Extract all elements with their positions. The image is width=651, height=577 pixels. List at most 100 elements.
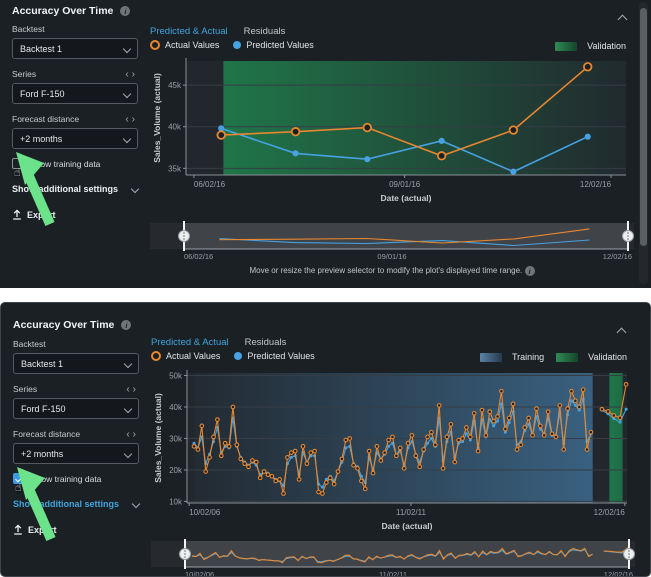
preview-tick: 11/02/11 bbox=[378, 570, 408, 577]
legend-training: Training bbox=[479, 352, 544, 362]
panel-header: Accuracy Over Time i bbox=[13, 319, 132, 331]
preview-tick: 12/02/16 bbox=[602, 252, 632, 261]
page-title: Accuracy Over Time bbox=[12, 5, 114, 17]
forecast-prev-next-buttons[interactable]: ‹› bbox=[125, 113, 138, 125]
accuracy-over-time-panel-top: Accuracy Over Time i Backtest Backtest 1… bbox=[0, 0, 651, 288]
forecast-prev-next-buttons[interactable]: ‹› bbox=[126, 428, 139, 440]
validation-swatch-icon bbox=[555, 41, 578, 51]
show-additional-settings[interactable]: Show additional settings bbox=[12, 184, 140, 194]
vertical-scrollbar bbox=[639, 2, 648, 284]
backtest-label: Backtest bbox=[13, 339, 46, 349]
panel-header: Accuracy Over Time i bbox=[12, 5, 131, 17]
time-range-preview-selector[interactable] bbox=[150, 221, 634, 251]
chevron-down-icon bbox=[122, 89, 132, 98]
chart-tabs: Predicted & Actual Residuals bbox=[150, 26, 285, 37]
show-additional-settings[interactable]: Show additional settings bbox=[13, 499, 141, 509]
tab-residuals[interactable]: Residuals bbox=[243, 26, 286, 37]
show-training-data-label: Show training data bbox=[31, 473, 102, 484]
svg-text:Date (actual): Date (actual) bbox=[380, 193, 431, 203]
show-training-data-checkbox[interactable] bbox=[12, 158, 23, 169]
export-button[interactable]: Export bbox=[12, 209, 138, 220]
series-label: Series ‹› bbox=[12, 68, 138, 80]
svg-text:10k: 10k bbox=[169, 497, 183, 506]
svg-text:11/02/11: 11/02/11 bbox=[396, 508, 427, 517]
forecast-distance-select[interactable]: +2 months bbox=[13, 443, 139, 464]
svg-text:40k: 40k bbox=[168, 123, 182, 132]
svg-text:20k: 20k bbox=[169, 466, 183, 475]
sidebar: Backtest Backtest 1 Series ‹› Ford F-150 … bbox=[13, 339, 141, 535]
actual-values-marker-icon bbox=[150, 40, 160, 50]
show-training-data-checkbox[interactable] bbox=[13, 473, 24, 484]
predicted-values-marker-icon bbox=[233, 41, 242, 49]
svg-text:Sales_Volume (actual): Sales_Volume (actual) bbox=[153, 393, 163, 483]
info-icon[interactable]: i bbox=[524, 266, 535, 276]
region-legend: Validation bbox=[555, 41, 626, 51]
legend-validation: Validation bbox=[556, 352, 627, 362]
svg-text:50k: 50k bbox=[169, 372, 183, 381]
svg-text:30k: 30k bbox=[169, 434, 183, 443]
accuracy-over-time-panel-bottom: Accuracy Over Time i Backtest Backtest 1… bbox=[0, 302, 651, 577]
preview-tick: 09/01/16 bbox=[377, 252, 407, 261]
legend-actual-values[interactable]: Actual Values bbox=[150, 40, 219, 50]
svg-text:06/02/16: 06/02/16 bbox=[194, 180, 226, 189]
backtest-select[interactable]: Backtest 1 bbox=[13, 353, 139, 374]
backtest-label: Backtest bbox=[12, 24, 45, 34]
chart-zone: Predicted & Actual Residuals Actual Valu… bbox=[150, 0, 634, 288]
validation-swatch-icon bbox=[556, 352, 579, 362]
series-select[interactable]: Ford F-150 bbox=[13, 398, 139, 419]
training-swatch-icon bbox=[479, 352, 502, 362]
forecast-distance-select[interactable]: +2 months bbox=[12, 128, 138, 149]
show-training-data-label: Show training data bbox=[30, 158, 101, 169]
svg-text:09/01/16: 09/01/16 bbox=[389, 180, 421, 189]
forecast-distance-label: Forecast distance ‹› bbox=[13, 428, 139, 440]
chart-zone: Predicted & Actual Residuals Actual Valu… bbox=[151, 303, 635, 576]
tab-predicted-actual[interactable]: Predicted & Actual bbox=[150, 26, 228, 37]
actual-values-marker-icon bbox=[151, 351, 161, 361]
legend-actual-values[interactable]: Actual Values bbox=[151, 351, 220, 361]
export-icon bbox=[13, 209, 21, 220]
legend-predicted-values[interactable]: Predicted Values bbox=[234, 351, 315, 361]
show-training-data-row: Show training data ☝ bbox=[13, 473, 139, 494]
svg-text:45k: 45k bbox=[168, 81, 182, 90]
page-title: Accuracy Over Time bbox=[13, 319, 115, 331]
chart-tabs: Predicted & Actual Residuals bbox=[151, 337, 286, 348]
scrollbar-thumb[interactable] bbox=[640, 8, 647, 246]
preview-tick: 12/02/16 bbox=[603, 570, 633, 577]
export-icon bbox=[14, 524, 22, 535]
svg-text:Sales_Volume (actual): Sales_Volume (actual) bbox=[152, 73, 162, 163]
predicted-values-marker-icon bbox=[234, 352, 243, 360]
tab-residuals[interactable]: Residuals bbox=[244, 337, 287, 348]
series-prev-next-buttons[interactable]: ‹› bbox=[126, 383, 139, 395]
series-prev-next-buttons[interactable]: ‹› bbox=[125, 68, 138, 80]
forecast-distance-label: Forecast distance ‹› bbox=[12, 113, 138, 125]
svg-text:12/02/16: 12/02/16 bbox=[580, 180, 612, 189]
svg-text:40k: 40k bbox=[169, 403, 183, 412]
chevron-down-icon bbox=[122, 134, 132, 143]
chevron-down-icon bbox=[131, 499, 141, 509]
svg-text:10/02/06: 10/02/06 bbox=[189, 508, 221, 517]
chevron-down-icon bbox=[123, 359, 133, 368]
legend-validation: Validation bbox=[555, 41, 626, 51]
series-select[interactable]: Ford F-150 bbox=[12, 83, 138, 104]
show-training-data-row: Show training data ☝ bbox=[12, 158, 138, 179]
chevron-down-icon bbox=[122, 44, 132, 53]
info-icon[interactable]: i bbox=[120, 6, 131, 16]
series-legend: Actual Values Predicted Values bbox=[150, 40, 314, 50]
series-legend: Actual Values Predicted Values bbox=[151, 351, 315, 361]
time-range-preview-selector[interactable] bbox=[151, 539, 635, 569]
chevron-down-icon bbox=[130, 184, 140, 194]
accuracy-chart[interactable]: 35k 40k 45k 06/02/16 09/01/16 12/02/16 Date (a… bbox=[150, 55, 634, 207]
legend-predicted-values[interactable]: Predicted Values bbox=[233, 40, 314, 50]
export-button[interactable]: Export bbox=[13, 524, 139, 535]
accuracy-chart[interactable]: 10k 20k 30k 40k 50k 10/02/06 11/02/11 12/02/16 D… bbox=[151, 369, 635, 533]
chevron-down-icon bbox=[123, 404, 133, 413]
preview-tick: 10/02/06 bbox=[185, 570, 215, 577]
backtest-select[interactable]: Backtest 1 bbox=[12, 38, 138, 59]
info-icon[interactable]: i bbox=[121, 320, 132, 330]
tab-predicted-actual[interactable]: Predicted & Actual bbox=[151, 337, 229, 348]
preview-tick: 06/02/16 bbox=[184, 252, 214, 261]
series-label: Series ‹› bbox=[13, 383, 139, 395]
svg-text:35k: 35k bbox=[168, 164, 182, 173]
svg-text:12/02/16: 12/02/16 bbox=[594, 508, 626, 517]
